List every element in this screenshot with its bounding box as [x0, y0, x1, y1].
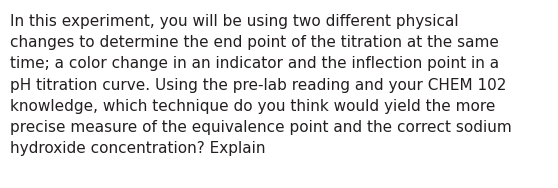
Text: In this experiment, you will be using two different physical
changes to determin: In this experiment, you will be using tw… — [10, 14, 512, 156]
